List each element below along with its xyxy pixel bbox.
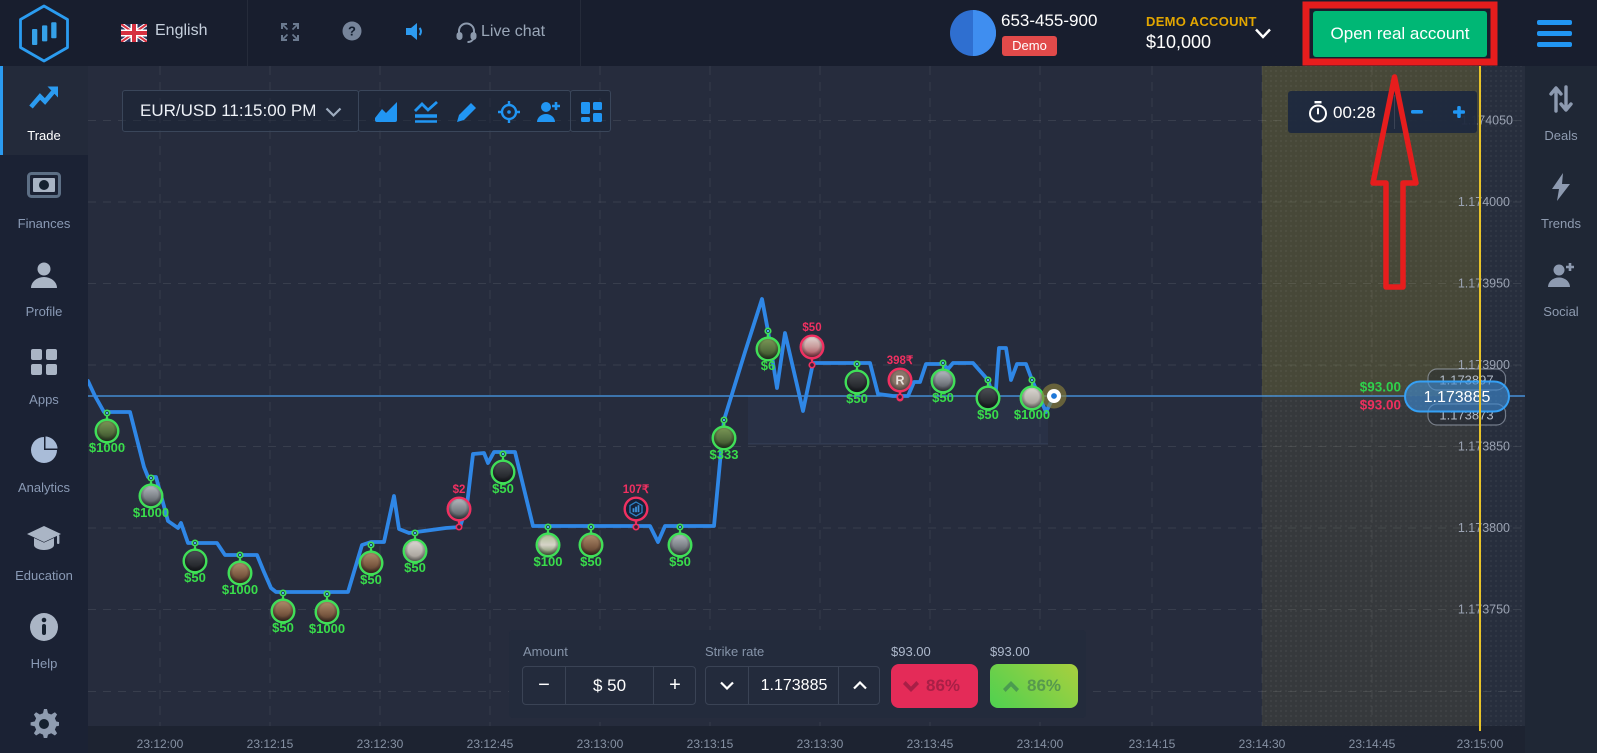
svg-text:$50: $50 (802, 322, 821, 334)
svg-text:23:12:15: 23:12:15 (247, 737, 294, 751)
svg-text:23:12:45: 23:12:45 (467, 737, 514, 751)
svg-text:23:13:00: 23:13:00 (577, 737, 624, 751)
svg-text:$93.00: $93.00 (1360, 380, 1401, 395)
svg-text:$1000: $1000 (222, 582, 258, 597)
svg-text:1.173800: 1.173800 (1458, 521, 1510, 535)
svg-text:$50: $50 (932, 390, 954, 405)
svg-text:$93.00: $93.00 (1360, 398, 1401, 413)
svg-text:$2: $2 (453, 484, 466, 496)
svg-text:$1000: $1000 (1014, 407, 1050, 422)
svg-text:$1000: $1000 (89, 440, 125, 455)
svg-text:23:14:00: 23:14:00 (1017, 737, 1064, 751)
svg-text:$50: $50 (492, 481, 514, 496)
svg-text:1.173885: 1.173885 (1424, 389, 1491, 406)
svg-text:23:13:15: 23:13:15 (687, 737, 734, 751)
svg-text:23:14:30: 23:14:30 (1239, 737, 1286, 751)
svg-text:$100: $100 (534, 554, 563, 569)
svg-text:23:14:15: 23:14:15 (1129, 737, 1176, 751)
svg-text:23:13:30: 23:13:30 (797, 737, 844, 751)
svg-text:23:14:45: 23:14:45 (1349, 737, 1396, 751)
svg-text:$50: $50 (977, 407, 999, 422)
svg-text:$50: $50 (272, 620, 294, 635)
svg-text:23:12:30: 23:12:30 (357, 737, 404, 751)
svg-text:$50: $50 (580, 554, 602, 569)
svg-text:$50: $50 (404, 560, 426, 575)
svg-text:398₹: 398₹ (887, 355, 914, 367)
svg-text:107₹: 107₹ (623, 484, 650, 496)
svg-text:$1000: $1000 (133, 505, 169, 520)
svg-text:?: ? (348, 24, 356, 39)
svg-text:$50: $50 (360, 572, 382, 587)
svg-text:1.174000: 1.174000 (1458, 195, 1510, 209)
svg-text:$50: $50 (669, 554, 691, 569)
svg-text:23:15:00: 23:15:00 (1457, 737, 1504, 751)
svg-text:$6: $6 (761, 358, 775, 373)
svg-text:$1000: $1000 (309, 621, 345, 636)
svg-text:23:13:45: 23:13:45 (907, 737, 954, 751)
svg-text:$50: $50 (846, 391, 868, 406)
svg-text:$333: $333 (710, 447, 739, 462)
svg-text:1.173750: 1.173750 (1458, 603, 1510, 617)
svg-text:R: R (895, 374, 904, 388)
svg-text:$50: $50 (184, 570, 206, 585)
svg-text:1.173850: 1.173850 (1458, 440, 1510, 454)
svg-text:1.173950: 1.173950 (1458, 277, 1510, 291)
svg-text:23:12:00: 23:12:00 (137, 737, 184, 751)
